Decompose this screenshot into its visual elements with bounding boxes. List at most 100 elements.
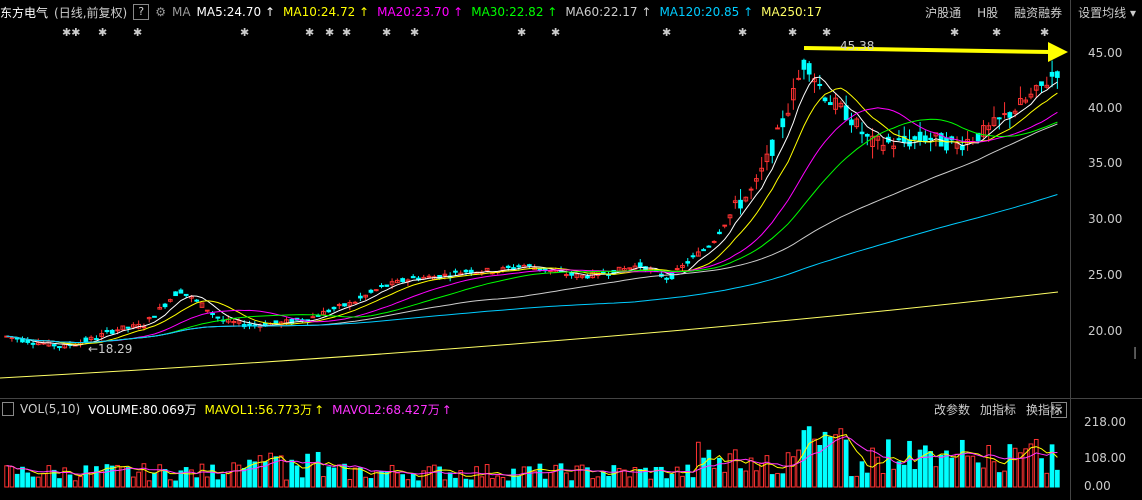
candle-body[interactable] (959, 145, 965, 151)
candle-body[interactable] (864, 134, 870, 137)
candle-body[interactable] (395, 279, 400, 284)
gear-icon[interactable]: ⚙ (155, 5, 166, 19)
event-marker-icon[interactable]: ✱ (992, 26, 1002, 39)
event-marker-icon[interactable]: ✱ (240, 26, 250, 39)
candle-body[interactable] (981, 125, 986, 137)
candle-body[interactable] (996, 117, 1002, 120)
candle-body[interactable] (400, 278, 405, 283)
candle-body[interactable] (695, 251, 701, 257)
candle-body[interactable] (347, 302, 353, 307)
vol-label[interactable]: VOL(5,10) (20, 402, 81, 416)
candle-body[interactable] (1033, 85, 1039, 91)
candle-body[interactable] (1049, 71, 1055, 77)
candle-body[interactable] (231, 320, 237, 324)
candle-body[interactable] (680, 264, 685, 268)
candle-body[interactable] (310, 316, 316, 319)
event-marker-icon[interactable]: ✱ (662, 26, 672, 39)
candle-body[interactable] (796, 77, 801, 80)
event-marker-icon[interactable]: ✱ (410, 26, 420, 39)
candle-body[interactable] (368, 289, 374, 293)
stock-name[interactable]: 东方电气 (0, 5, 49, 20)
candle-body[interactable] (426, 275, 432, 278)
candle-body[interactable] (30, 342, 36, 345)
candle-body[interactable] (326, 309, 332, 313)
candle-body[interactable] (754, 178, 759, 182)
candle-body[interactable] (780, 118, 786, 128)
top-menu-item[interactable]: 沪股通 (925, 5, 962, 20)
candle-body[interactable] (843, 105, 849, 121)
candle-body[interactable] (146, 317, 152, 320)
close-panel-button[interactable]: × (1051, 402, 1067, 418)
add-indicator-button[interactable]: 加指标 (979, 402, 1016, 417)
candle-body[interactable] (849, 119, 854, 126)
candle-body[interactable] (173, 291, 178, 297)
candle-body[interactable] (585, 275, 590, 279)
candle-body[interactable] (727, 214, 733, 219)
candle-body[interactable] (94, 338, 99, 341)
candle-body[interactable] (722, 224, 728, 227)
candle-body[interactable] (690, 255, 696, 258)
event-marker-icon[interactable]: ✱✱ (62, 26, 81, 39)
candle-body[interactable] (189, 296, 194, 299)
candle-body[interactable] (944, 137, 949, 151)
candle-body[interactable] (775, 127, 780, 130)
candle-body[interactable] (1007, 112, 1013, 118)
candle-body[interactable] (1055, 71, 1060, 78)
candle-body[interactable] (854, 118, 860, 128)
candle-body[interactable] (389, 281, 395, 286)
candle-body[interactable] (247, 323, 252, 327)
candle-body[interactable] (88, 336, 94, 341)
switch-indicator-button[interactable]: 换指标 (1025, 402, 1062, 417)
candle-body[interactable] (1023, 99, 1029, 103)
candle-body[interactable] (109, 329, 115, 334)
candle-body[interactable] (669, 272, 675, 280)
candle-body[interactable] (738, 199, 743, 209)
candle-body[interactable] (178, 289, 184, 294)
candle-body[interactable] (442, 273, 448, 277)
candle-body[interactable] (352, 301, 358, 304)
candle-body[interactable] (901, 135, 907, 143)
candle-body[interactable] (785, 112, 791, 116)
candle-body[interactable] (674, 268, 680, 271)
candle-body[interactable] (152, 315, 157, 318)
candle-body[interactable] (141, 326, 147, 329)
candle-body[interactable] (1018, 97, 1023, 106)
candle-body[interactable] (379, 285, 384, 288)
candle-body[interactable] (236, 320, 242, 324)
event-marker-icon[interactable]: ✱ (738, 26, 748, 39)
event-marker-icon[interactable]: ✱ (822, 26, 832, 39)
help-button[interactable]: ? (133, 4, 150, 20)
candle-body[interactable] (923, 135, 928, 143)
candle-body[interactable] (336, 304, 342, 307)
candle-body[interactable] (1044, 84, 1050, 88)
candle-body[interactable] (764, 153, 770, 163)
candle-body[interactable] (801, 59, 807, 70)
candle-body[interactable] (35, 342, 41, 346)
candle-body[interactable] (511, 267, 516, 270)
candle-body[interactable] (537, 268, 543, 271)
top-menu-item[interactable]: 融资融券 (1014, 5, 1063, 20)
candle-body[interactable] (759, 167, 765, 172)
candle-body[interactable] (463, 269, 469, 273)
candle-body[interactable] (484, 267, 490, 272)
candle-body[interactable] (194, 299, 200, 302)
candle-body[interactable] (912, 136, 918, 140)
candle-body[interactable] (162, 303, 168, 308)
candle-body[interactable] (637, 262, 643, 268)
event-marker-icon[interactable]: ✱ (1040, 26, 1050, 39)
candle-body[interactable] (505, 265, 511, 269)
candle-body[interactable] (791, 88, 796, 101)
candle-body[interactable] (1039, 81, 1044, 86)
candle-body[interactable] (928, 137, 933, 141)
candle-body[interactable] (622, 268, 627, 271)
candle-body[interactable] (833, 97, 838, 110)
candle-body[interactable] (769, 139, 775, 156)
event-marker-icon[interactable]: ✱ (517, 26, 527, 39)
candle-body[interactable] (986, 125, 992, 131)
candle-body[interactable] (468, 269, 474, 274)
candle-body[interactable] (875, 135, 881, 141)
candle-body[interactable] (104, 330, 110, 333)
event-marker-icon[interactable]: ✱ (133, 26, 143, 39)
candle-body[interactable] (574, 273, 580, 278)
event-marker-icon[interactable]: ✱ (551, 26, 561, 39)
